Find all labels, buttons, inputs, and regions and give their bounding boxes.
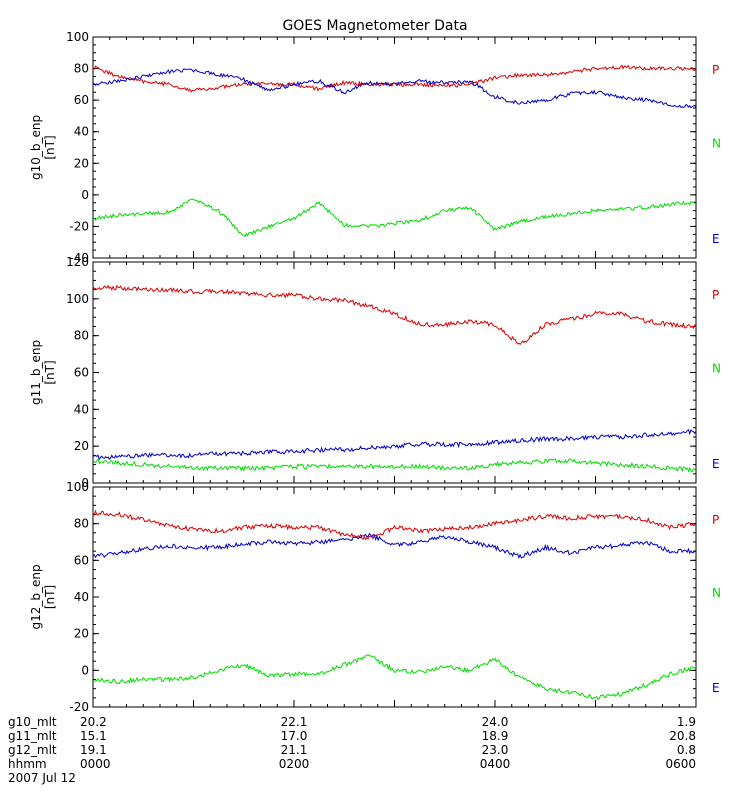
y-tick-label: 20	[74, 439, 89, 453]
series-line-n	[92, 457, 697, 473]
footer-row-label: g11_mlt	[8, 729, 57, 743]
y-axis-label: g11_b_enp	[29, 340, 43, 405]
footer-row-label: g10_mlt	[8, 715, 57, 729]
panel-3: -20 0 20 40 60 80 100 g12_b_enp [nT] P N E	[29, 480, 721, 714]
series-line-p	[92, 284, 697, 345]
legend-label-e: E	[712, 232, 720, 246]
y-axis-label: g12_b_enp	[29, 564, 43, 629]
y-tick-label: 0	[81, 476, 89, 490]
footer-cell: 15.1	[80, 729, 107, 743]
y-tick-label: 100	[66, 480, 89, 494]
y-tick-label: 120	[66, 255, 89, 269]
y-tick-label: 80	[74, 329, 89, 343]
y-axis-units: [nT]	[43, 585, 57, 609]
y-tick-label: 40	[74, 590, 89, 604]
y-tick-label: -40	[69, 251, 89, 265]
y-tick-label: 0	[81, 188, 89, 202]
chart-title: GOES Magnetometer Data	[282, 18, 467, 34]
series-line-e	[92, 428, 697, 461]
y-tick-label: 100	[66, 30, 89, 44]
series-line-e	[92, 68, 697, 109]
series-line-p	[92, 509, 697, 541]
footer-cell: 23.0	[482, 743, 509, 757]
footer-cell: 0200	[279, 757, 310, 771]
legend-label-e: E	[712, 681, 720, 695]
footer-row-label: g12_mlt	[8, 743, 57, 757]
legend-label-p: P	[712, 63, 719, 77]
footer-cell: 20.2	[80, 715, 107, 729]
y-tick-label: 60	[74, 93, 89, 107]
panel-1: -40 -20 0 20 40 60 80 100 g10_b_enp [nT] P N E	[29, 30, 721, 265]
legend-label-e: E	[712, 457, 720, 471]
footer-cell: 24.0	[482, 715, 509, 729]
footer-cell: 19.1	[80, 743, 107, 757]
footer-row-label: hhmm	[8, 757, 47, 771]
footer-cell: 0.8	[677, 743, 696, 757]
panel-2: 0 20 40 60 80 100 120 g11_b_enp [nT] P N E	[29, 255, 721, 490]
y-tick-label: 80	[74, 517, 89, 531]
y-tick-label: -20	[69, 219, 89, 233]
legend-label-p: P	[712, 513, 719, 527]
y-tick-label: 60	[74, 366, 89, 380]
y-tick-label: 40	[74, 402, 89, 416]
footer-cell: 0000	[80, 757, 111, 771]
legend-label-n: N	[712, 362, 721, 376]
y-axis-label: g10_b_enp	[29, 115, 43, 180]
legend-label-p: P	[712, 288, 719, 302]
footer-cell: 0600	[665, 757, 696, 771]
y-tick-label: 20	[74, 156, 89, 170]
footer-cell: 17.0	[281, 729, 308, 743]
y-tick-label: 80	[74, 62, 89, 76]
footer-cell: 20.8	[669, 729, 696, 743]
y-axis-units: [nT]	[43, 135, 57, 159]
footer-cell: 18.9	[482, 729, 509, 743]
y-tick-label: 60	[74, 553, 89, 567]
legend-label-n: N	[712, 137, 721, 151]
y-tick-label: -20	[69, 700, 89, 714]
plot-frame	[92, 261, 697, 484]
footer-date: 2007 Jul 12	[8, 771, 76, 785]
series-line-e	[92, 532, 697, 559]
plot-frame	[92, 486, 697, 708]
y-tick-label: 40	[74, 125, 89, 139]
footer-cell: 1.9	[677, 715, 696, 729]
y-tick-label: 20	[74, 627, 89, 641]
footer-cell: 22.1	[281, 715, 308, 729]
y-tick-label: 0	[81, 663, 89, 677]
y-tick-label: 100	[66, 292, 89, 306]
series-line-n	[92, 654, 697, 701]
series-line-n	[92, 198, 697, 238]
footer-cell: 21.1	[281, 743, 308, 757]
y-axis-units: [nT]	[43, 360, 57, 384]
legend-label-n: N	[712, 586, 721, 600]
footer-cell: 0400	[480, 757, 511, 771]
